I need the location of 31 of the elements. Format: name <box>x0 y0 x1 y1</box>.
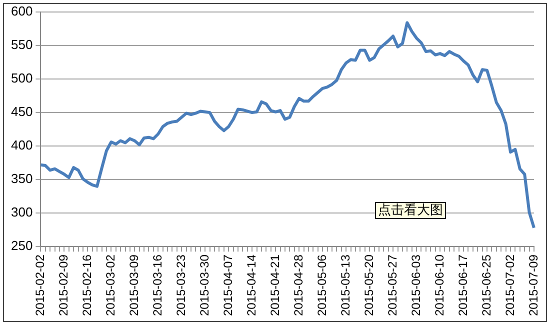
y-tick-label: 250 <box>10 238 33 254</box>
x-tick-label: 2015-02-09 <box>56 254 70 316</box>
x-tick-label: 2015-04-21 <box>268 254 282 316</box>
x-tick-label: 2015-06-25 <box>479 254 494 316</box>
x-tick-label: 2015-05-27 <box>385 254 400 316</box>
y-tick-label: 500 <box>10 70 33 86</box>
x-tick-label: 2015-03-23 <box>174 254 188 316</box>
y-tick-label: 450 <box>10 104 33 120</box>
x-tick-label: 2015-03-16 <box>150 254 164 316</box>
x-tick-label: 2015-04-07 <box>220 254 235 316</box>
x-tick-label: 2015-07-09 <box>526 254 540 316</box>
x-tick-label: 2015-04-14 <box>244 254 258 316</box>
annotation: 点击看大图 <box>375 202 446 219</box>
x-tick-label: 2015-05-13 <box>338 254 352 316</box>
x-tick-label: 2015-02-02 <box>33 254 47 316</box>
x-tick-label: 2015-03-02 <box>103 254 118 316</box>
x-tick-label: 2015-06-03 <box>408 254 423 316</box>
x-tick-label: 2015-05-20 <box>362 254 376 316</box>
x-tick-label: 2015-06-10 <box>432 254 446 316</box>
x-tick-label: 2015-06-17 <box>456 254 470 316</box>
y-tick-label: 600 <box>10 4 33 19</box>
y-tick-label: 550 <box>10 37 33 52</box>
x-tick-label: 2015-07-02 <box>502 254 517 316</box>
x-tick-label: 2015-03-09 <box>126 254 141 316</box>
y-tick-label: 300 <box>10 204 33 220</box>
x-tick-label: 2015-04-28 <box>291 254 306 316</box>
x-tick-label: 2015-05-06 <box>314 254 329 316</box>
y-tick-label: 350 <box>10 171 33 186</box>
x-tick-label: 2015-02-16 <box>80 254 94 316</box>
y-tick-label: 400 <box>10 138 33 153</box>
x-tick-label: 2015-03-30 <box>197 254 212 316</box>
